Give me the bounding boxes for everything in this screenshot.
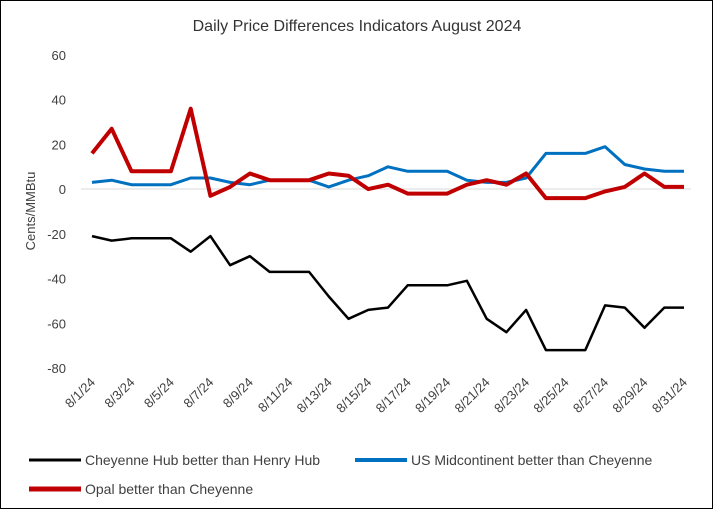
x-tick-label: 8/21/24 — [452, 375, 493, 416]
x-tick-label: 8/29/24 — [609, 375, 650, 416]
legend-label-cheyenne-henry: Cheyenne Hub better than Henry Hub — [85, 452, 320, 468]
x-tick-label: 8/19/24 — [412, 375, 453, 416]
y-axis-ticks: 60 40 20 0 -20 -40 -60 -80 — [47, 48, 66, 376]
y-tick-label: -40 — [47, 272, 66, 287]
y-tick-label: 20 — [52, 137, 66, 152]
x-tick-label: 8/3/24 — [101, 375, 137, 411]
y-tick-label: 60 — [52, 48, 66, 63]
x-tick-label: 8/13/24 — [294, 375, 335, 416]
legend-label-us-midcontinent: US Midcontinent better than Cheyenne — [411, 452, 652, 468]
legend: Cheyenne Hub better than Henry Hub US Mi… — [29, 452, 652, 497]
series-lines — [90, 106, 684, 352]
x-axis-ticks: 8/1/24 8/3/24 8/5/24 8/7/24 8/9/248/11/248/1… — [62, 375, 690, 416]
series-line-us-midcontinent — [91, 145, 684, 189]
legend-item-cheyenne-henry: Cheyenne Hub better than Henry Hub — [29, 452, 320, 468]
y-tick-label: -20 — [47, 227, 66, 242]
legend-item-us-midcontinent: US Midcontinent better than Cheyenne — [355, 452, 652, 468]
x-tick-label: 8/25/24 — [530, 375, 571, 416]
x-tick-label: 8/5/24 — [141, 375, 177, 411]
x-tick-label: 8/7/24 — [180, 375, 216, 411]
x-tick-label: 8/27/24 — [570, 375, 611, 416]
x-tick-label: 8/15/24 — [333, 375, 374, 416]
chart-title: Daily Price Differences Indicators Augus… — [193, 18, 522, 35]
x-tick-label: 8/17/24 — [373, 375, 414, 416]
x-tick-label: 8/11/24 — [255, 375, 296, 416]
legend-item-opal: Opal better than Cheyenne — [29, 481, 253, 497]
x-tick-label: 8/23/24 — [491, 375, 532, 416]
x-tick-label: 8/1/24 — [62, 375, 98, 411]
y-axis-label: Cents/MMBtu — [23, 172, 38, 251]
x-tick-label: 8/9/24 — [220, 375, 256, 411]
y-tick-label: 40 — [52, 93, 66, 108]
x-tick-label: 8/31/24 — [649, 375, 690, 416]
y-tick-label: -60 — [47, 316, 66, 331]
legend-label-opal: Opal better than Cheyenne — [85, 481, 253, 497]
series-line-cheyenne-henry — [91, 234, 684, 352]
series-line-opal — [90, 106, 684, 201]
y-tick-label: -80 — [47, 361, 66, 376]
y-tick-label: 0 — [59, 182, 66, 197]
